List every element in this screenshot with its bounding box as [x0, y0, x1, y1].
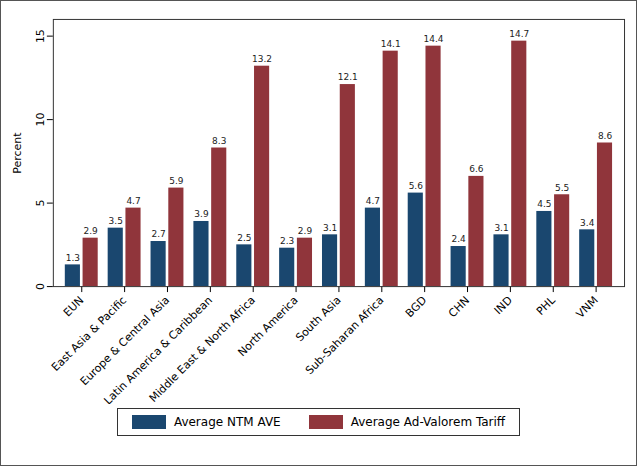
- svg-text:VNM: VNM: [574, 294, 601, 321]
- svg-text:BGD: BGD: [403, 294, 429, 320]
- svg-text:15: 15: [34, 29, 47, 43]
- svg-text:Sub-Saharan Africa: Sub-Saharan Africa: [303, 294, 386, 377]
- svg-text:2.7: 2.7: [151, 229, 165, 239]
- svg-text:IND: IND: [492, 294, 515, 317]
- svg-text:5.9: 5.9: [169, 176, 184, 186]
- svg-text:0: 0: [34, 283, 47, 290]
- html-text:Average NTM AVE: Average NTM AVE: [173, 414, 281, 429]
- svg-text:6.6: 6.6: [469, 164, 484, 174]
- svg-text:South Asia: South Asia: [293, 293, 344, 345]
- svg-text:14.7: 14.7: [509, 29, 529, 39]
- svg-text:5.5: 5.5: [555, 183, 569, 193]
- svg-text:4.5: 4.5: [537, 199, 551, 209]
- svg-text:4.7: 4.7: [126, 196, 140, 206]
- svg-text:2.3: 2.3: [280, 236, 294, 246]
- svg-text:14.4: 14.4: [424, 34, 444, 44]
- svg-text:8.6: 8.6: [598, 131, 613, 141]
- svg-text:5: 5: [34, 200, 47, 207]
- svg-text:PHL: PHL: [534, 293, 559, 318]
- svg-text:10: 10: [34, 113, 47, 127]
- svg-text:Europe & Central Asia: Europe & Central Asia: [77, 293, 173, 389]
- svg-text:East Asia & Pacific: East Asia & Pacific: [49, 294, 129, 374]
- svg-text:2.4: 2.4: [452, 234, 467, 244]
- svg-text:2.9: 2.9: [298, 226, 313, 236]
- svg-text:CHN: CHN: [446, 294, 472, 320]
- svg-text:North America: North America: [235, 294, 300, 359]
- svg-text:Percent: Percent: [11, 132, 24, 174]
- svg-text:1.3: 1.3: [66, 253, 80, 263]
- svg-text:2.9: 2.9: [84, 226, 99, 236]
- svg-text:13.2: 13.2: [252, 54, 272, 64]
- svg-text:3.5: 3.5: [109, 216, 123, 226]
- svg-text:4.7: 4.7: [366, 196, 380, 206]
- svg-text:3.4: 3.4: [580, 218, 595, 228]
- svg-text:12.1: 12.1: [338, 72, 358, 82]
- html-text:Average Ad-Valorem Tariff: Average Ad-Valorem Tariff: [350, 414, 506, 429]
- svg-text:EUN: EUN: [61, 294, 87, 320]
- svg-text:5.6: 5.6: [409, 181, 424, 191]
- svg-text:2.5: 2.5: [237, 233, 251, 243]
- svg-text:8.3: 8.3: [212, 136, 226, 146]
- svg-text:14.1: 14.1: [381, 39, 401, 49]
- svg-text:3.9: 3.9: [194, 209, 209, 219]
- svg-text:3.1: 3.1: [323, 223, 337, 233]
- svg-text:3.1: 3.1: [494, 223, 508, 233]
